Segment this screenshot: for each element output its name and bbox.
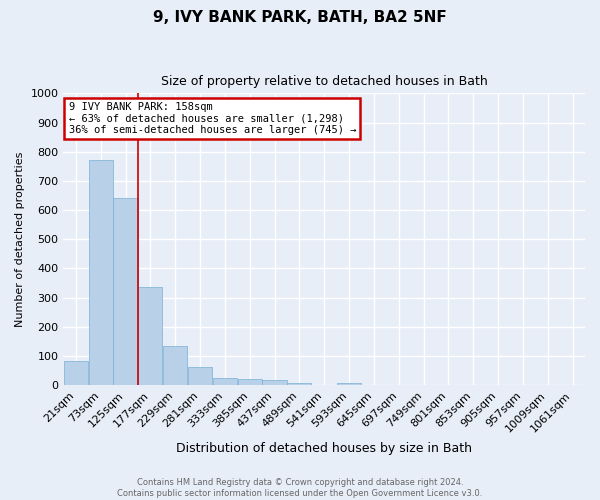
Bar: [213, 378, 237, 385]
Bar: [64, 361, 88, 385]
Bar: [287, 382, 311, 385]
Bar: [188, 367, 212, 385]
Bar: [337, 383, 361, 385]
Text: Contains HM Land Registry data © Crown copyright and database right 2024.
Contai: Contains HM Land Registry data © Crown c…: [118, 478, 482, 498]
Bar: [238, 378, 262, 385]
Title: Size of property relative to detached houses in Bath: Size of property relative to detached ho…: [161, 75, 488, 88]
Bar: [113, 198, 137, 385]
Text: 9, IVY BANK PARK, BATH, BA2 5NF: 9, IVY BANK PARK, BATH, BA2 5NF: [153, 10, 447, 25]
Y-axis label: Number of detached properties: Number of detached properties: [15, 152, 25, 327]
Bar: [89, 160, 113, 385]
Bar: [163, 346, 187, 385]
Bar: [139, 288, 163, 385]
Bar: [262, 380, 287, 385]
Text: 9 IVY BANK PARK: 158sqm
← 63% of detached houses are smaller (1,298)
36% of semi: 9 IVY BANK PARK: 158sqm ← 63% of detache…: [68, 102, 356, 136]
X-axis label: Distribution of detached houses by size in Bath: Distribution of detached houses by size …: [176, 442, 472, 455]
